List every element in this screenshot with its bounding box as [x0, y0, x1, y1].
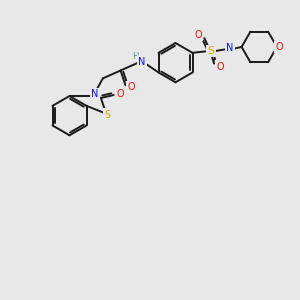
Text: O: O	[117, 89, 124, 99]
Text: S: S	[208, 46, 215, 56]
Text: N: N	[139, 57, 146, 67]
Text: O: O	[216, 61, 224, 72]
Text: N: N	[226, 43, 233, 53]
Text: N: N	[91, 89, 99, 99]
Text: H: H	[132, 52, 139, 61]
Text: O: O	[195, 30, 202, 40]
Text: O: O	[128, 82, 135, 92]
Text: O: O	[275, 42, 283, 52]
Text: S: S	[104, 110, 110, 120]
